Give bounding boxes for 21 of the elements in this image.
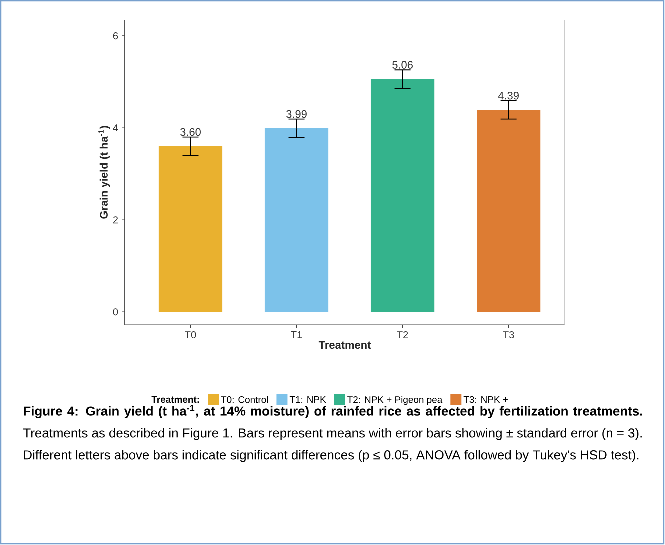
data-label: 3.60 (180, 128, 201, 136)
data-label: 3.99 (286, 110, 307, 118)
y-tick-label: 6 (113, 32, 118, 40)
legend-label: T0: Control (221, 396, 268, 404)
legend-title: Treatment: (152, 396, 200, 404)
legend-label: T3: NPK + (464, 396, 508, 404)
y-axis-title: Grain yield (t ha$^{-1}$) (98, 126, 110, 219)
x-tick-label: T2 (397, 332, 408, 338)
x-axis-title: Treatment (318, 341, 372, 350)
x-tick-label: T0 (185, 332, 196, 339)
legend-label: T2: NPK + Pigeon pea (348, 396, 443, 406)
y-tick-label: 2 (113, 216, 118, 224)
data-label: 4.39 (498, 92, 519, 100)
y-tick-label: 4 (113, 124, 118, 132)
text: Treatments as described in Figure 1. Bars represent means with error bars showing ± standard error (n = 3). Different letters above bars indicate significant differences (p ≤ 0.05, ANOVA followed by Tukey's HSD test). (24, 428, 642, 462)
y-tick-label: 0 (113, 308, 118, 316)
x-tick-label: T1 (291, 332, 302, 338)
x-tick-label: T3 (503, 332, 514, 339)
text: Figure 4: Grain yield (t ha$^{-1}$, at 14% moisture) of rainfed rice as affected by fertilization treatments. (24, 405, 642, 419)
data-label: 5.06 (392, 61, 413, 69)
legend-label: T1: NPK (290, 396, 326, 403)
